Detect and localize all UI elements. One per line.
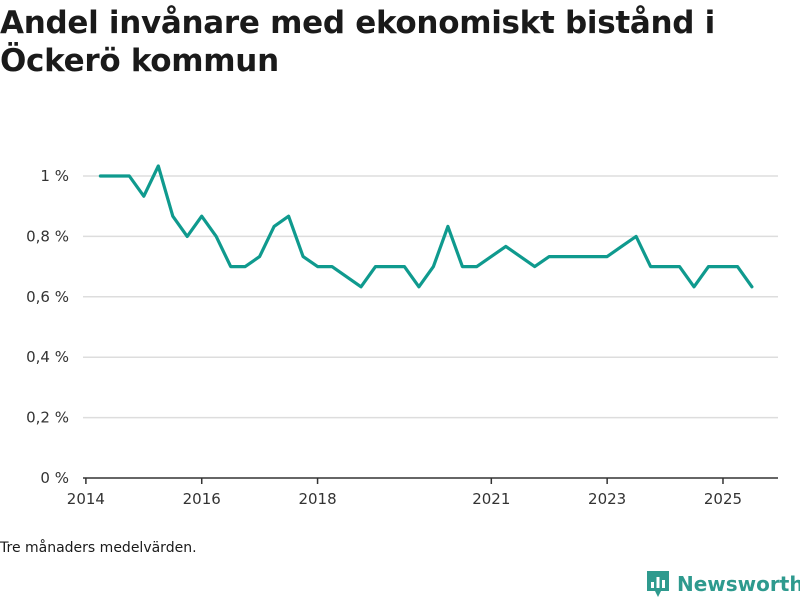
x-axis: 2014 2016 2018 2021 2023 2025 (67, 477, 778, 508)
x-tick-label: 2021 (472, 490, 510, 508)
brand-logo[interactable]: Newsworthy (645, 568, 800, 600)
series-line (98, 164, 754, 289)
x-tick-label: 2014 (67, 490, 105, 508)
bar-chart-icon (647, 571, 669, 597)
x-tick-label: 2018 (298, 490, 336, 508)
x-tick-label: 2025 (704, 490, 742, 508)
y-tick-label: 0 % (40, 469, 69, 487)
series-layer (98, 164, 754, 289)
y-tick-label: 0,6 % (26, 288, 69, 306)
chart-title: Andel invånare med ekonomiskt bistånd i … (0, 5, 715, 79)
y-tick-label: 1 % (40, 167, 69, 185)
y-axis: 0 % 0,2 % 0,4 % 0,6 % 0,8 % 1 % (26, 167, 69, 487)
brand-name: Newsworthy (677, 572, 800, 596)
x-tick-label: 2016 (183, 490, 221, 508)
chart-footnote: Tre månaders medelvärden. (0, 540, 197, 556)
x-tick-label: 2023 (588, 490, 626, 508)
y-tick-label: 0,2 % (26, 409, 69, 427)
y-tick-label: 0,4 % (26, 348, 69, 366)
y-tick-label: 0,8 % (26, 227, 69, 245)
gridlines (83, 175, 778, 419)
